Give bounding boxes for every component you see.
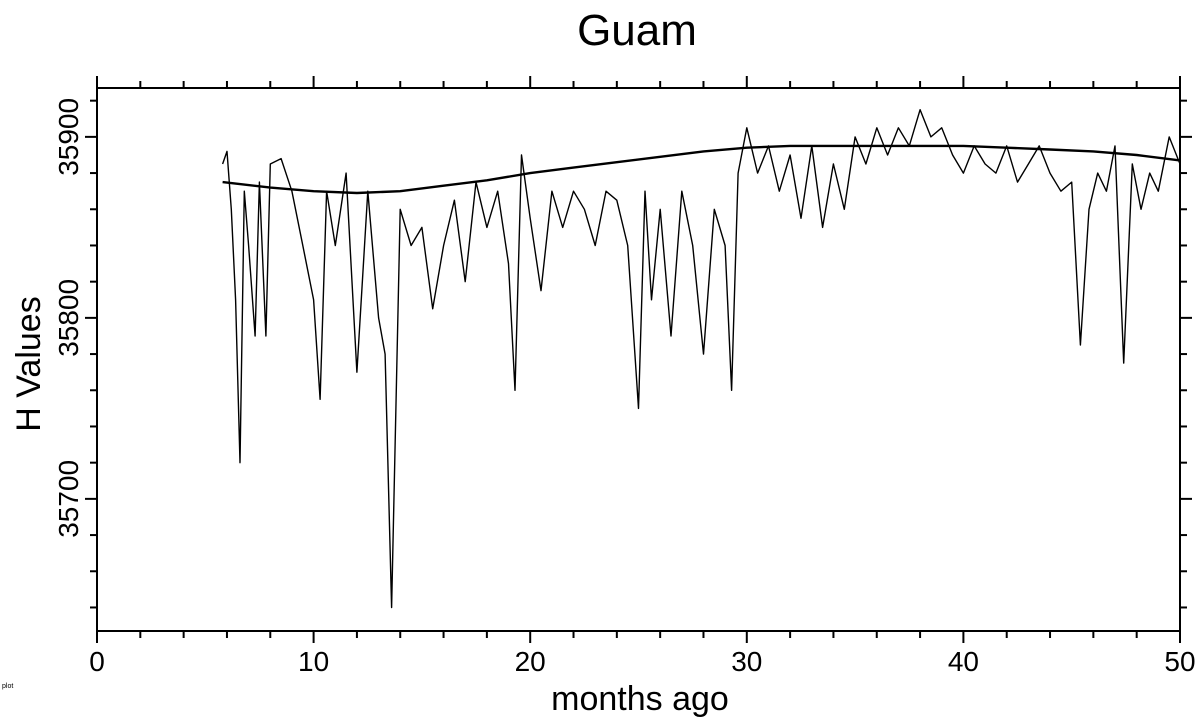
x-tick-label: 30: [731, 646, 762, 677]
y-tick-label: 35700: [53, 460, 84, 538]
plot-frame: [96, 87, 1181, 632]
series-line-h-values: [221, 108, 1181, 609]
y-tick-label: 35900: [53, 98, 84, 176]
x-axis-label: months ago: [551, 680, 729, 718]
x-tick-label: 50: [1164, 646, 1195, 677]
y-tick-label: 35800: [53, 279, 84, 357]
chart-marks: 0 10 20 30 40 50 35700 35800 35900: [53, 76, 1196, 677]
chart-title: Guam: [577, 6, 697, 55]
x-tick-label: 10: [298, 646, 329, 677]
corner-label: plot: [2, 683, 13, 690]
series-line-trend: [222, 144, 1181, 195]
x-tick-label: 20: [515, 646, 546, 677]
y-axis-label: H Values: [10, 296, 48, 431]
x-tick-label: 40: [948, 646, 979, 677]
x-tick-label: 0: [89, 646, 105, 677]
